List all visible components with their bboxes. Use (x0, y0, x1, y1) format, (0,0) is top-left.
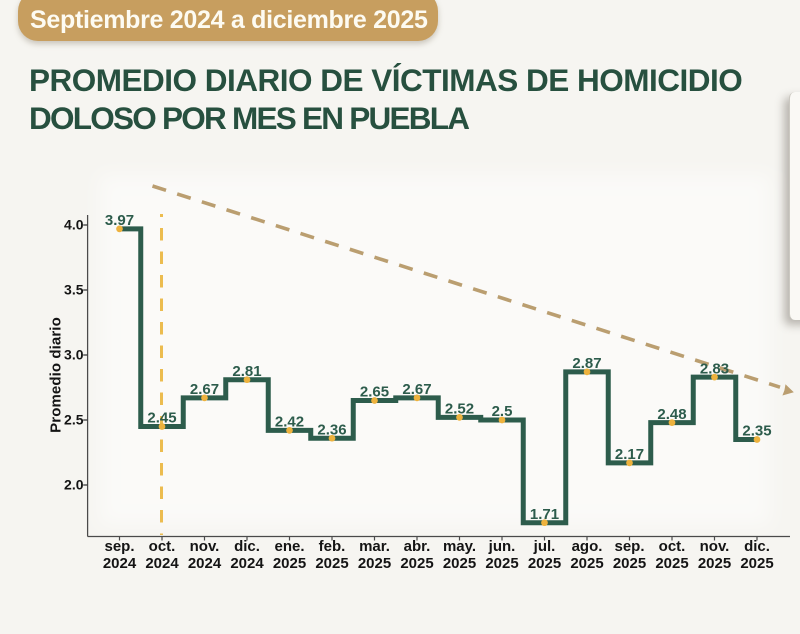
svg-text:oct.: oct. (659, 538, 686, 555)
svg-text:feb.: feb. (319, 538, 346, 555)
svg-text:2025: 2025 (315, 555, 348, 572)
svg-text:2.5: 2.5 (64, 412, 84, 428)
svg-text:3.5: 3.5 (64, 282, 84, 298)
svg-text:nov.: nov. (190, 538, 220, 555)
svg-text:2.67: 2.67 (402, 381, 431, 398)
svg-text:abr.: abr. (404, 538, 431, 555)
svg-text:ene.: ene. (274, 538, 304, 555)
svg-text:2025: 2025 (570, 555, 603, 572)
svg-text:2.45: 2.45 (147, 410, 176, 427)
svg-text:3.97: 3.97 (105, 212, 134, 229)
svg-text:jun.: jun. (488, 538, 516, 555)
svg-text:2025: 2025 (273, 555, 306, 572)
svg-text:Promedio diario: Promedio diario (48, 317, 65, 433)
svg-text:2.83: 2.83 (700, 360, 729, 377)
svg-text:2025: 2025 (400, 555, 433, 572)
svg-text:dic.: dic. (234, 538, 260, 555)
svg-text:2025: 2025 (358, 555, 391, 572)
svg-text:nov.: nov. (700, 538, 730, 555)
svg-text:2025: 2025 (485, 555, 518, 572)
svg-text:2025: 2025 (443, 555, 476, 572)
svg-text:2.0: 2.0 (64, 477, 84, 493)
svg-text:2.48: 2.48 (657, 406, 686, 423)
svg-text:1.71: 1.71 (530, 506, 559, 523)
svg-text:2.36: 2.36 (317, 421, 346, 438)
svg-text:2024: 2024 (188, 555, 222, 572)
svg-text:3.0: 3.0 (64, 347, 84, 363)
svg-text:jul.: jul. (533, 538, 556, 555)
svg-text:2.81: 2.81 (232, 363, 261, 380)
svg-text:2024: 2024 (103, 555, 137, 572)
svg-text:oct.: oct. (149, 538, 176, 555)
svg-text:2.35: 2.35 (742, 423, 771, 440)
svg-text:2025: 2025 (613, 555, 646, 572)
svg-text:2025: 2025 (528, 555, 561, 572)
svg-text:2.87: 2.87 (572, 355, 601, 372)
svg-text:2.52: 2.52 (445, 401, 474, 418)
svg-text:2.42: 2.42 (275, 414, 304, 431)
svg-text:dic.: dic. (744, 538, 770, 555)
svg-text:2.67: 2.67 (190, 381, 219, 398)
svg-text:2.17: 2.17 (615, 446, 644, 463)
svg-text:2024: 2024 (230, 555, 264, 572)
svg-text:ago.: ago. (572, 538, 603, 555)
svg-text:2025: 2025 (655, 555, 688, 572)
svg-text:2.65: 2.65 (360, 384, 389, 401)
svg-text:2025: 2025 (698, 555, 731, 572)
svg-text:sep.: sep. (104, 538, 134, 555)
svg-text:2024: 2024 (145, 555, 179, 572)
svg-text:2.5: 2.5 (492, 403, 513, 420)
svg-text:may.: may. (443, 538, 476, 555)
svg-text:sep.: sep. (614, 538, 644, 555)
svg-text:4.0: 4.0 (64, 217, 84, 233)
svg-text:2025: 2025 (740, 555, 773, 572)
svg-text:mar.: mar. (359, 538, 390, 555)
